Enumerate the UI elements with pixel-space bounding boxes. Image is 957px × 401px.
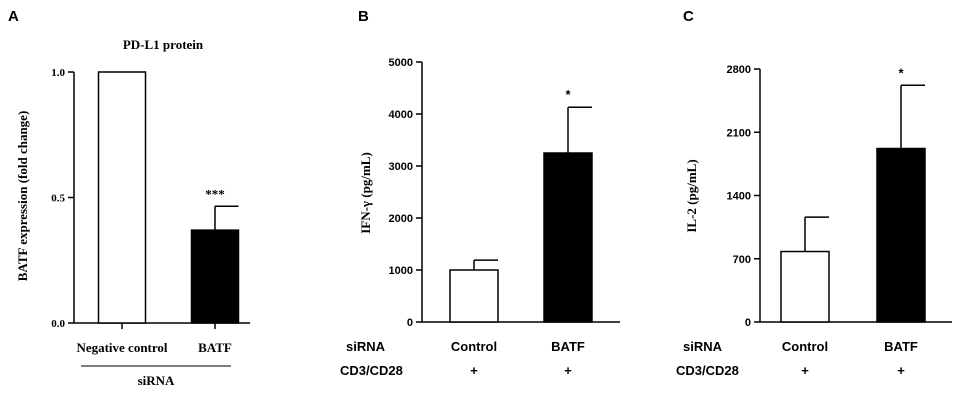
error-bar bbox=[473, 259, 498, 270]
category-label: BATF bbox=[884, 339, 918, 354]
category-label: Negative control bbox=[76, 340, 167, 355]
bar-batf bbox=[876, 147, 926, 323]
chart-title-a: PD-L1 protein bbox=[123, 37, 204, 52]
bar-control bbox=[780, 250, 830, 323]
significance-marker: * bbox=[565, 87, 571, 102]
row-label-siRNA-b: siRNA bbox=[346, 339, 386, 354]
bar-negative-control bbox=[97, 71, 147, 324]
y-tick-label: 5000 bbox=[389, 57, 413, 69]
panel-label-c: C bbox=[683, 8, 694, 25]
x-axis-label-a: siRNA bbox=[138, 373, 175, 388]
category-label: Control bbox=[782, 339, 828, 354]
panel-a: A PD-L1 protein BATF expression (fold ch… bbox=[8, 8, 250, 388]
panel-label-a: A bbox=[8, 8, 19, 25]
bar-batf bbox=[190, 229, 240, 324]
error-bar bbox=[567, 106, 592, 153]
panel-label-b: B bbox=[358, 8, 369, 25]
row-label-siRNA-c: siRNA bbox=[683, 339, 723, 354]
row-label-cd3cd28-b: CD3/CD28 bbox=[340, 363, 403, 378]
y-tick-label: 0 bbox=[745, 317, 751, 329]
y-tick-label: 2000 bbox=[389, 213, 413, 225]
y-tick-label: 0.5 bbox=[51, 193, 65, 205]
cd3-cd28-marker: + bbox=[801, 363, 809, 378]
bar-batf bbox=[543, 152, 593, 323]
y-tick-label: 2100 bbox=[727, 127, 751, 139]
y-tick-label: 1000 bbox=[389, 265, 413, 277]
y-tick-label: 4000 bbox=[389, 109, 413, 121]
y-tick-label: 2800 bbox=[727, 64, 751, 76]
category-label: Control bbox=[451, 339, 497, 354]
category-label: BATF bbox=[551, 339, 585, 354]
error-bar bbox=[804, 216, 829, 252]
cd3-cd28-marker: + bbox=[897, 363, 905, 378]
row-label-cd3cd28-c: CD3/CD28 bbox=[676, 363, 739, 378]
y-tick-label: 0.0 bbox=[51, 318, 65, 330]
y-axis-label-a: BATF expression (fold change) bbox=[15, 111, 30, 282]
panel-c: C IL-2 (pg/mL) 0 700 1400 2100 2800 Control +… bbox=[676, 8, 952, 378]
y-axis-label-b: IFN-γ (pg/mL) bbox=[358, 152, 373, 234]
y-tick-label: 0 bbox=[407, 317, 413, 329]
category-label: BATF bbox=[198, 340, 232, 355]
cd3-cd28-marker: + bbox=[470, 363, 478, 378]
y-axis-label-c: IL-2 (pg/mL) bbox=[684, 159, 699, 232]
y-tick-label: 1.0 bbox=[51, 67, 65, 79]
cd3-cd28-marker: + bbox=[564, 363, 572, 378]
significance-marker: *** bbox=[205, 186, 225, 201]
y-tick-label: 3000 bbox=[389, 161, 413, 173]
error-bar bbox=[900, 84, 925, 149]
error-bar bbox=[214, 205, 239, 231]
panel-b: B IFN-γ (pg/mL) 0 1000 2000 3000 4000 5000 Co… bbox=[340, 8, 620, 378]
y-tick-label: 700 bbox=[733, 254, 751, 266]
significance-marker: * bbox=[898, 65, 904, 80]
y-tick-label: 1400 bbox=[727, 191, 751, 203]
bar-control bbox=[449, 269, 499, 323]
